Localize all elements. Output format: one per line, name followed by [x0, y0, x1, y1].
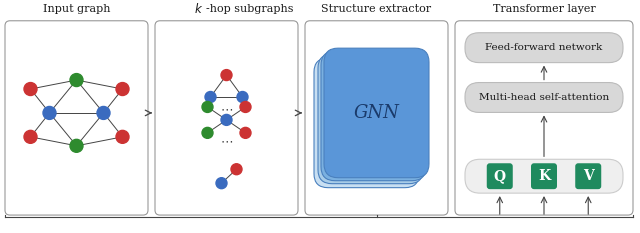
FancyBboxPatch shape	[324, 48, 429, 178]
Text: GNN: GNN	[353, 104, 399, 122]
Circle shape	[24, 130, 37, 143]
FancyBboxPatch shape	[155, 21, 298, 215]
Circle shape	[240, 127, 251, 138]
FancyBboxPatch shape	[487, 163, 513, 189]
Circle shape	[237, 92, 248, 103]
FancyBboxPatch shape	[314, 58, 419, 188]
Text: $k$: $k$	[194, 2, 203, 16]
FancyBboxPatch shape	[465, 159, 623, 193]
Text: V: V	[583, 169, 594, 183]
Circle shape	[43, 106, 56, 119]
FancyBboxPatch shape	[465, 33, 623, 63]
Circle shape	[116, 82, 129, 96]
Text: Structure extractor: Structure extractor	[321, 4, 431, 14]
Text: Multi-head self-attention: Multi-head self-attention	[479, 93, 609, 102]
FancyBboxPatch shape	[575, 163, 601, 189]
Text: Q: Q	[493, 169, 506, 183]
FancyBboxPatch shape	[318, 54, 423, 184]
Text: ⋯: ⋯	[220, 135, 233, 148]
Text: Feed-forward network: Feed-forward network	[485, 43, 603, 52]
Circle shape	[116, 130, 129, 143]
Text: ⋯: ⋯	[220, 103, 233, 116]
Text: Transformer layer: Transformer layer	[493, 4, 595, 14]
Circle shape	[240, 102, 251, 113]
Circle shape	[70, 74, 83, 86]
Text: K: K	[538, 169, 550, 183]
Circle shape	[221, 114, 232, 125]
Circle shape	[221, 70, 232, 81]
FancyBboxPatch shape	[5, 21, 148, 215]
Circle shape	[231, 164, 242, 175]
Circle shape	[70, 139, 83, 152]
Circle shape	[24, 82, 37, 96]
FancyBboxPatch shape	[465, 82, 623, 113]
FancyBboxPatch shape	[531, 163, 557, 189]
FancyBboxPatch shape	[305, 21, 448, 215]
Text: Input graph: Input graph	[43, 4, 110, 14]
Circle shape	[205, 92, 216, 103]
FancyBboxPatch shape	[455, 21, 633, 215]
Circle shape	[97, 106, 110, 119]
Text: -hop subgraphs: -hop subgraphs	[205, 4, 293, 14]
Circle shape	[202, 102, 213, 113]
Circle shape	[216, 178, 227, 189]
FancyBboxPatch shape	[321, 51, 426, 181]
Circle shape	[202, 127, 213, 138]
